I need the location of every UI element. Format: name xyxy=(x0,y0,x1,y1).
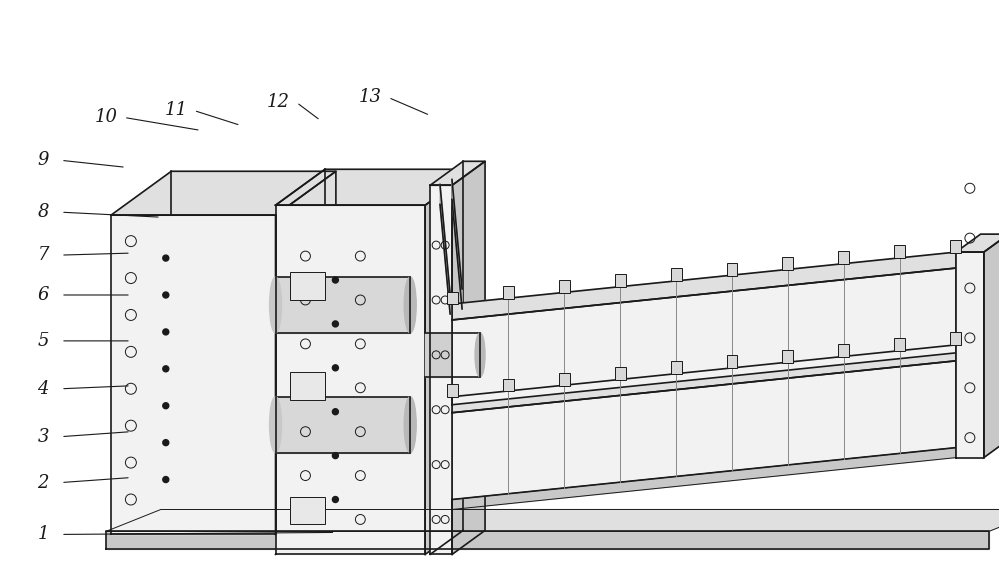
Text: 7: 7 xyxy=(37,246,49,264)
FancyBboxPatch shape xyxy=(447,291,458,304)
Polygon shape xyxy=(956,234,1000,252)
FancyBboxPatch shape xyxy=(615,367,626,380)
Circle shape xyxy=(332,453,338,459)
FancyBboxPatch shape xyxy=(671,361,682,374)
Text: 1: 1 xyxy=(37,525,49,543)
Polygon shape xyxy=(276,277,410,333)
Polygon shape xyxy=(452,161,485,555)
FancyBboxPatch shape xyxy=(503,285,514,299)
FancyBboxPatch shape xyxy=(894,245,905,259)
FancyBboxPatch shape xyxy=(615,274,626,287)
Polygon shape xyxy=(956,252,984,457)
Circle shape xyxy=(163,292,169,298)
Circle shape xyxy=(332,497,338,503)
Polygon shape xyxy=(276,171,336,535)
FancyBboxPatch shape xyxy=(503,378,514,391)
Text: 11: 11 xyxy=(164,101,187,119)
FancyBboxPatch shape xyxy=(559,373,570,386)
Ellipse shape xyxy=(475,333,485,377)
FancyBboxPatch shape xyxy=(950,332,961,345)
Text: 13: 13 xyxy=(359,88,382,106)
Polygon shape xyxy=(425,169,475,555)
Text: 4: 4 xyxy=(37,380,49,398)
Circle shape xyxy=(163,255,169,261)
Polygon shape xyxy=(106,531,989,549)
Polygon shape xyxy=(111,171,336,215)
Circle shape xyxy=(163,366,169,372)
Text: 2: 2 xyxy=(37,473,49,491)
Polygon shape xyxy=(276,169,475,205)
Ellipse shape xyxy=(404,277,416,333)
Text: 8: 8 xyxy=(37,203,49,221)
Polygon shape xyxy=(111,215,276,535)
FancyBboxPatch shape xyxy=(782,257,793,270)
FancyBboxPatch shape xyxy=(727,356,737,369)
FancyBboxPatch shape xyxy=(838,251,849,264)
Text: 10: 10 xyxy=(94,108,117,126)
Text: 3: 3 xyxy=(37,428,49,446)
FancyBboxPatch shape xyxy=(838,344,849,357)
Polygon shape xyxy=(452,448,956,510)
Polygon shape xyxy=(430,185,452,555)
Polygon shape xyxy=(984,234,1000,457)
Ellipse shape xyxy=(270,277,282,333)
Circle shape xyxy=(332,321,338,327)
FancyBboxPatch shape xyxy=(671,269,682,281)
Circle shape xyxy=(332,409,338,415)
Polygon shape xyxy=(276,397,410,453)
Circle shape xyxy=(332,365,338,371)
Polygon shape xyxy=(452,180,462,309)
Bar xyxy=(290,497,325,524)
Ellipse shape xyxy=(270,397,282,453)
Polygon shape xyxy=(452,345,956,412)
Circle shape xyxy=(163,440,169,446)
Text: 6: 6 xyxy=(37,286,49,304)
Polygon shape xyxy=(452,268,956,405)
Bar xyxy=(290,372,325,400)
FancyBboxPatch shape xyxy=(950,240,961,253)
Circle shape xyxy=(163,402,169,409)
FancyBboxPatch shape xyxy=(559,280,570,293)
Text: 9: 9 xyxy=(37,152,49,169)
Circle shape xyxy=(163,477,169,483)
FancyBboxPatch shape xyxy=(894,338,905,351)
Polygon shape xyxy=(440,184,450,314)
Polygon shape xyxy=(276,205,425,555)
Polygon shape xyxy=(425,333,480,377)
FancyBboxPatch shape xyxy=(447,384,458,397)
Circle shape xyxy=(163,329,169,335)
Circle shape xyxy=(332,277,338,283)
FancyBboxPatch shape xyxy=(727,263,737,276)
FancyBboxPatch shape xyxy=(782,350,793,363)
Polygon shape xyxy=(452,252,956,320)
Text: 5: 5 xyxy=(37,332,49,350)
Polygon shape xyxy=(106,510,1000,531)
Polygon shape xyxy=(452,361,956,500)
Text: 12: 12 xyxy=(267,94,290,112)
Bar xyxy=(290,272,325,300)
Ellipse shape xyxy=(404,397,416,453)
Polygon shape xyxy=(430,161,485,185)
